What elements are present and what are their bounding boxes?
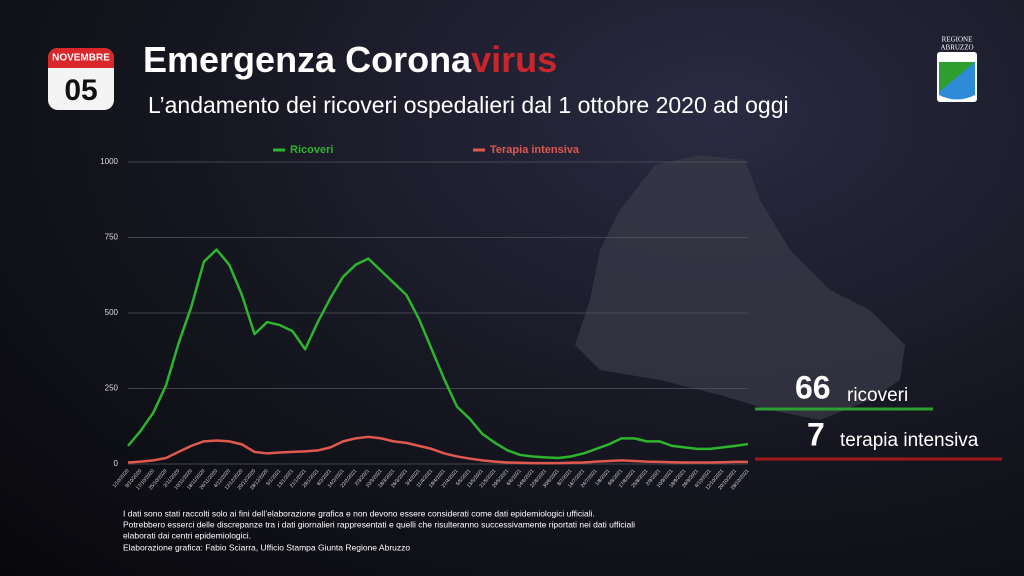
y-tick-label: 500 [105, 308, 119, 317]
region-map [575, 155, 905, 420]
calendar-header [48, 48, 114, 68]
legend-label: Ricoveri [290, 144, 333, 156]
subtitle: L’andamento dei ricoveri ospedalieri dal… [148, 92, 789, 118]
callout-value: 66 [795, 369, 831, 405]
line [127, 248, 749, 460]
callout-value: 7 [807, 416, 825, 452]
title: Emergenza Coronavirus [143, 39, 557, 80]
callout-label: ricoveri [847, 385, 908, 406]
y-tick-label: 0 [114, 459, 119, 468]
logo-text: ABRUZZO [940, 44, 973, 52]
y-tick-label: 750 [105, 233, 119, 242]
line [127, 435, 748, 465]
calendar-day: 05 [64, 74, 97, 107]
logo-text: REGIONE [942, 36, 973, 44]
y-tick-label: 1000 [100, 157, 118, 166]
footnote: elaborati dai centri epidemiologici. [123, 530, 251, 540]
y-tick-label: 250 [105, 384, 119, 393]
footnote: Potrebbero esserci delle discrepanze tra… [123, 519, 635, 529]
footnote: I dati sono stati raccolti solo ai fini … [123, 508, 595, 518]
title-part: virus [471, 39, 557, 80]
title-part: Emergenza Corona [143, 39, 472, 80]
callout-label: terapia intensiva [840, 430, 979, 451]
calendar-month: NOVEMBRE [52, 53, 110, 64]
footnote: Elaborazione grafica: Fabio Sciarra, Uff… [123, 542, 410, 552]
logo-green [939, 62, 975, 92]
legend-label: Terapia intensiva [490, 144, 580, 156]
